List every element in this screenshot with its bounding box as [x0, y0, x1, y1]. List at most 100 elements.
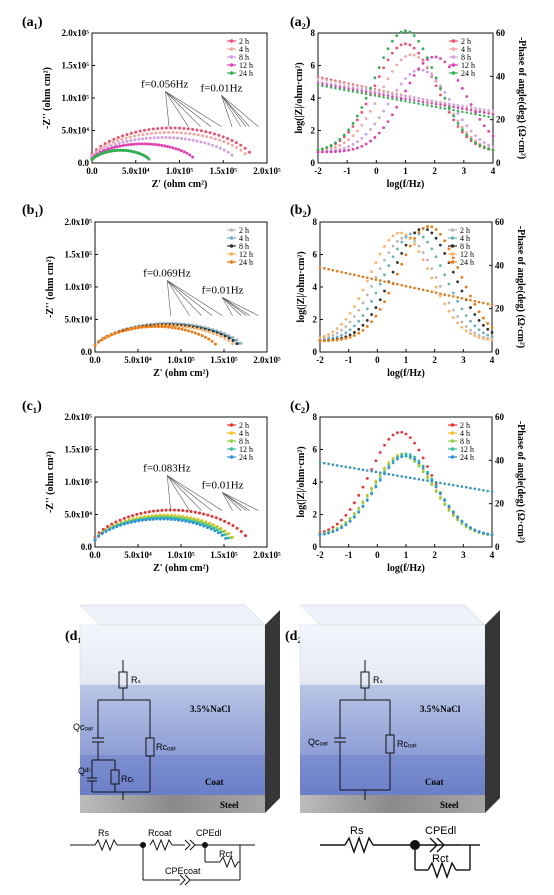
phase-point [364, 142, 368, 146]
phase-point [456, 321, 459, 325]
data-point [172, 508, 176, 512]
data-point [196, 133, 200, 137]
phase-point [400, 240, 404, 244]
phase-point [413, 457, 416, 461]
data-point [125, 132, 129, 136]
data-point [209, 527, 213, 531]
data-point [175, 131, 179, 135]
phase-point [460, 86, 464, 90]
data-point [181, 509, 185, 513]
frequency-annotations: f=0.083Hz f=0.01Hz [143, 463, 259, 511]
phase-point [460, 275, 464, 279]
data-point [160, 325, 164, 329]
phase-point [434, 276, 438, 279]
impedance-point [340, 270, 343, 274]
data-point [230, 153, 234, 157]
phase-point [386, 77, 390, 81]
chart-b2: (b₂)-2 -1 0 1 2 3 402468log(f/Hz)log(|Z|/ohm·c… [290, 203, 526, 379]
d1-electrolyte-label: 3.5%NaCl [190, 704, 231, 714]
impedance-point [487, 115, 490, 118]
impedance-point [334, 83, 337, 86]
phase-point [347, 145, 351, 148]
phase-point [473, 324, 477, 328]
phase-point [399, 82, 403, 86]
phase-point [477, 333, 481, 337]
data-point [193, 331, 197, 335]
phase-point [370, 487, 373, 491]
phase-point [396, 247, 399, 251]
annotation-leader [167, 280, 202, 316]
phase-point [383, 289, 386, 293]
phase-point [421, 235, 425, 239]
phase-point [408, 244, 412, 248]
legend-marker [229, 39, 234, 43]
impedance-point [329, 79, 333, 83]
annotation: f=0.01Hz [202, 285, 244, 297]
phase-point [338, 149, 342, 153]
phase-point [383, 258, 386, 262]
phase-point [421, 226, 425, 230]
phase-point [443, 239, 447, 243]
data-point [130, 327, 134, 331]
legend-label: 4 h [461, 45, 471, 54]
data-point [124, 143, 128, 147]
phase-point [378, 298, 382, 302]
phase-point [329, 147, 333, 151]
y-tick-label: 8 [313, 412, 318, 422]
data-point [158, 517, 162, 521]
phase-point [360, 136, 364, 140]
data-point [218, 527, 222, 531]
data-point [126, 521, 130, 525]
series-24h-b2 [318, 225, 494, 343]
data-point [126, 143, 130, 147]
phase-point [452, 118, 456, 122]
phase-point [451, 308, 455, 312]
legend-marker [229, 63, 234, 67]
data-point [167, 325, 171, 329]
chart-c1: (c₁) 0.0 5.0x10⁴ 1.0x10⁵ 1.5x10⁵ 2.0x10⁵ 0.0 5.… [22, 399, 281, 574]
legend-marker [229, 47, 234, 51]
phase-point [348, 320, 352, 324]
impedance-point [430, 99, 433, 102]
data-point [202, 512, 206, 516]
phase-point [417, 448, 421, 452]
x-tick-label: 0.0 [89, 355, 101, 365]
phase-point [322, 532, 326, 536]
impedance-point [422, 288, 425, 292]
y2-axis-label: -Phase of angle(deg) (Ω·cm²) [516, 37, 527, 159]
y-tick-label: 6 [313, 250, 318, 260]
phase-point [430, 478, 434, 482]
data-point [225, 334, 229, 338]
data-point [230, 143, 234, 147]
legend-marker [229, 455, 234, 459]
legend-label: 8 h [239, 437, 249, 446]
data-point [226, 137, 230, 141]
phase-point [387, 251, 391, 254]
diagram-d1: (d₁) 3.5%NaCl Coat Steel [65, 604, 280, 813]
phase-point [353, 334, 356, 337]
phase-point [373, 84, 377, 88]
data-point [108, 139, 111, 143]
impedance-point [434, 481, 438, 484]
phase-point [464, 314, 468, 317]
phase-point [396, 261, 399, 264]
phase-point [460, 125, 464, 129]
phase-point [425, 56, 429, 60]
data-point [140, 325, 144, 329]
impedance-point [360, 87, 363, 91]
steel-layer [80, 795, 265, 813]
d2-rcoat-label: Rᴄₒₐₜ [397, 739, 418, 749]
chart-a2: (a₂)-2 -1 0 1 2 3 402468log(f/Hz)log(|Z|/ohm·c… [290, 15, 527, 190]
phase-point [365, 325, 369, 328]
legend-marker [450, 244, 455, 248]
phase-point [364, 132, 368, 136]
impedance-point [318, 266, 322, 269]
impedance-point [361, 275, 365, 279]
data-point [99, 146, 103, 150]
phase-point [351, 147, 355, 151]
panel-label-b1: (b₁) [22, 203, 44, 218]
data-point [179, 137, 183, 141]
phase-point [370, 270, 373, 274]
phase-point [443, 91, 447, 94]
legend-marker [229, 431, 234, 435]
